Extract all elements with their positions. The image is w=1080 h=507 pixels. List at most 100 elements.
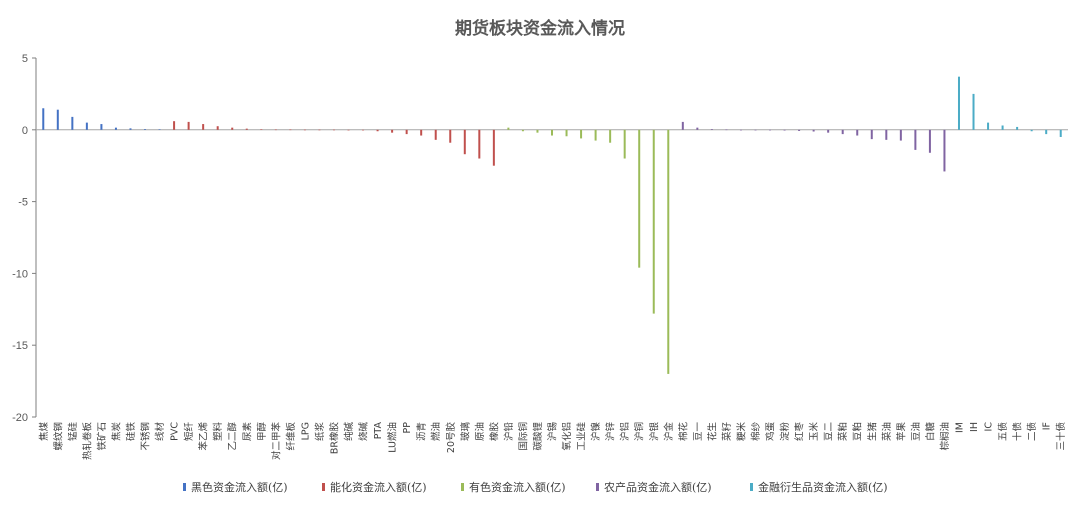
- x-tick-label: 豆一: [693, 422, 704, 442]
- x-tick-label: 三十债: [1055, 422, 1067, 451]
- x-tick-label: 菜籽: [721, 422, 733, 442]
- legend-swatch: [322, 483, 325, 491]
- x-tick-label: 锰硅: [67, 422, 79, 442]
- bar-锰硅: [71, 116, 74, 130]
- x-tick-label: 尿素: [241, 422, 253, 442]
- bar-纸浆: [318, 129, 321, 131]
- legend: 黑色资金流入额(亿) 能化资金流入额(亿) 有色资金流入额(亿) 农产品资金流入额(亿…: [183, 480, 888, 494]
- x-tick-label: LPG: [300, 422, 311, 440]
- x-tick-label: 热轧卷板: [81, 422, 93, 461]
- x-tick-label: 十债: [1012, 422, 1024, 442]
- x-tick-label: 红枣: [794, 422, 806, 442]
- x-tick-label: 20号胶: [445, 422, 457, 454]
- bar-豆油: [914, 129, 917, 150]
- x-tick-label: 对二甲苯: [270, 422, 282, 461]
- legend-label: 农产品资金流入额(亿): [604, 480, 712, 494]
- x-tick-label: 二债: [1026, 422, 1038, 442]
- bar-淀粉: [783, 129, 786, 131]
- x-tick-label: IH: [969, 422, 980, 432]
- x-tick-label: 螺纹钢: [52, 422, 64, 451]
- legend-label: 黑色资金流入额(亿): [191, 480, 288, 494]
- bars: [42, 76, 1062, 374]
- bar-碳酸锂: [536, 129, 539, 133]
- bar-生猪: [870, 129, 873, 140]
- bar-花生: [710, 129, 713, 130]
- bar-红枣: [798, 129, 801, 131]
- bar-焦煤: [42, 108, 45, 130]
- y-tick-label: 0: [22, 125, 28, 137]
- x-tick-label: 苯乙烯: [198, 422, 210, 451]
- bar-IF: [1045, 129, 1048, 135]
- y-tick-label: -15: [12, 340, 28, 352]
- x-tick-label: 沪铜: [634, 422, 646, 441]
- x-tick-label: 苹果: [895, 422, 907, 442]
- bar-二债: [1030, 129, 1033, 132]
- x-tick-label: PP: [402, 422, 413, 434]
- bar-国际铜: [521, 129, 524, 132]
- bar-IM: [957, 76, 960, 130]
- x-tick-label: 不锈钢: [140, 422, 152, 451]
- x-tick-label: 沪银: [648, 422, 660, 442]
- bar-鸡蛋: [769, 129, 772, 131]
- x-tick-label: 线材: [154, 422, 166, 442]
- x-tick-label: 沪金: [663, 422, 675, 442]
- bar-棕榈油: [943, 129, 946, 172]
- legend-label: 金融衍生品资金流入额(亿): [758, 480, 888, 494]
- bar-不锈钢: [144, 129, 147, 130]
- bar-沥青: [420, 129, 423, 136]
- x-tick-label: 淀粉: [779, 422, 791, 442]
- x-tick-label: 硅铁: [125, 422, 137, 442]
- y-tick-label: -10: [12, 268, 28, 280]
- legend-swatch: [183, 483, 186, 491]
- bar-苯乙烯: [202, 124, 205, 130]
- bar-热轧卷板: [85, 122, 88, 130]
- bar-硅铁: [129, 128, 132, 130]
- legend-swatch: [461, 483, 464, 491]
- legend-swatch: [596, 483, 599, 491]
- x-tick-label: 豆二: [824, 422, 835, 441]
- bar-燃油: [434, 129, 437, 140]
- x-tick-label: 菜粕: [837, 422, 849, 441]
- x-tick-label: 原油: [474, 422, 486, 441]
- legend-swatch: [750, 483, 753, 491]
- x-tick-label: 粳米: [735, 422, 747, 442]
- x-tick-label: 菜油: [881, 422, 893, 441]
- x-tick-label: 塑料: [212, 422, 224, 442]
- bar-棉纱: [754, 129, 757, 131]
- bar-白糖: [928, 129, 931, 153]
- x-tick-label: 棉纱: [750, 422, 762, 442]
- x-tick-label: 纯碱: [343, 422, 355, 442]
- y-tick-label: -20: [12, 412, 28, 424]
- bar-尿素: [245, 128, 248, 130]
- x-tick-label: 工业硅: [576, 422, 588, 451]
- bar-菜籽: [725, 129, 728, 131]
- bar-螺纹钢: [56, 109, 59, 130]
- x-tick-label: 沥青: [416, 422, 428, 441]
- x-tick-label: IM: [954, 422, 965, 433]
- x-tick-label: 沪锡: [547, 422, 559, 441]
- x-tick-label: 沪铅: [503, 422, 515, 442]
- bar-苹果: [899, 129, 902, 141]
- x-tick-label: 白糖: [924, 422, 936, 442]
- bar-沪锡: [551, 129, 553, 136]
- bar-铁矿石: [100, 124, 103, 130]
- bar-菜油: [885, 129, 888, 140]
- x-tick-label: 焦炭: [110, 422, 122, 442]
- x-tick-label: 豆粕: [852, 422, 864, 441]
- bar-PVC: [173, 121, 176, 130]
- chart-title: 期货板块资金流入情况: [455, 18, 625, 39]
- bar-IH: [972, 93, 975, 130]
- x-tick-label: 国际铜: [517, 422, 529, 451]
- bar-氧化铝: [565, 129, 568, 137]
- y-axis: 5 0 -5 -10 -15 -20: [12, 53, 1068, 424]
- x-tick-label: 焦煤: [38, 422, 50, 442]
- x-tick-label: 玉米: [808, 422, 820, 442]
- y-tick-label: 5: [22, 53, 28, 65]
- bar-甲醇: [260, 129, 263, 130]
- x-tick-label: 橡胶: [488, 422, 500, 442]
- bar-沪铅: [507, 127, 510, 130]
- x-tick-label: 铁矿石: [96, 422, 108, 451]
- x-tick-label: 沪锌: [605, 422, 617, 442]
- x-tick-label: 花生: [706, 422, 718, 442]
